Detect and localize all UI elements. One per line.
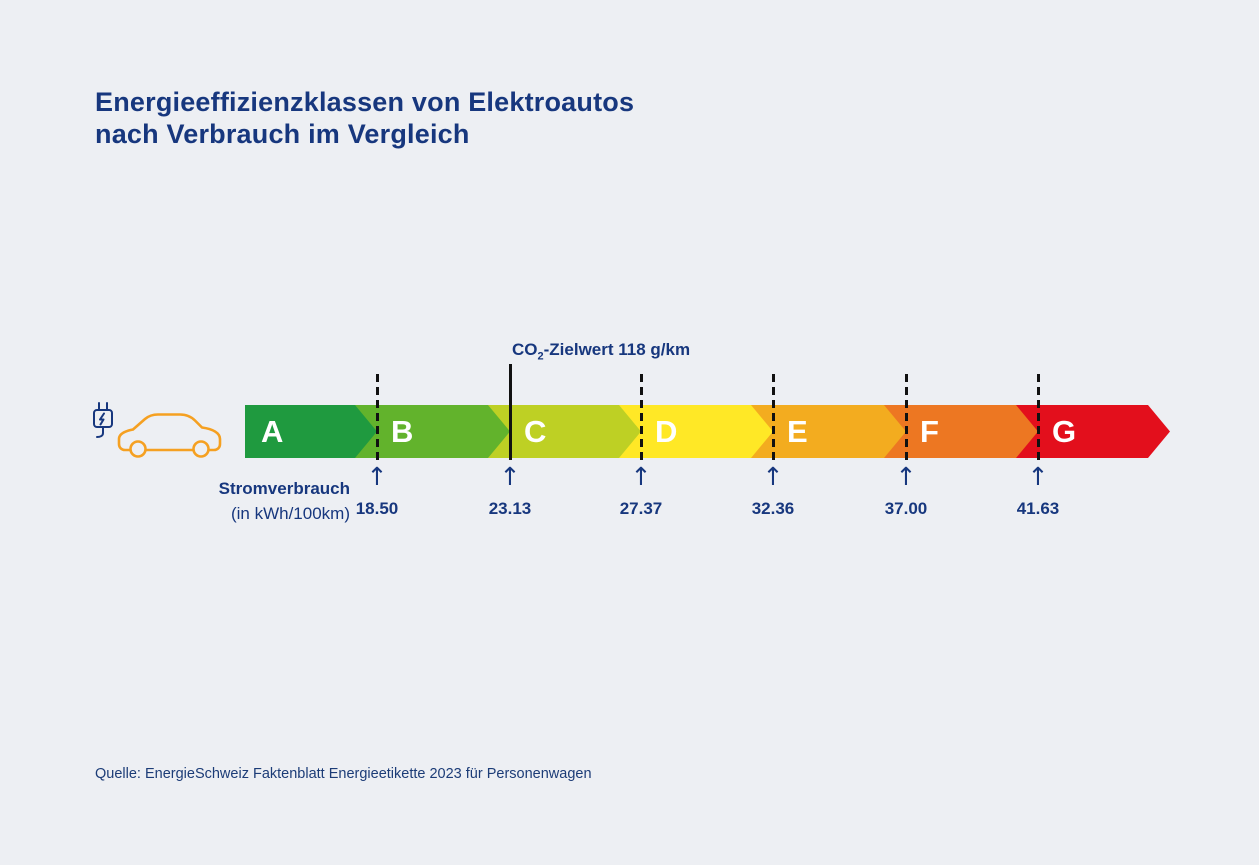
class-letter-d: D	[655, 414, 678, 449]
threshold-value-5: 37.00	[884, 499, 928, 518]
class-letter-e: E	[787, 414, 808, 449]
energy-class-arrow-a: A	[245, 405, 377, 458]
energy-class-arrow-d: D	[619, 405, 773, 458]
energy-class-arrow-e: E	[751, 405, 906, 458]
page-title: Energieeffizienzklassen von Elektroautos…	[95, 86, 634, 150]
class-letter-g: G	[1052, 414, 1077, 449]
up-arrow-icon: ↑	[762, 462, 784, 491]
vehicle-icons	[93, 402, 222, 458]
energy-class-arrow-g: G	[1016, 405, 1170, 458]
up-arrow-icon: ↑	[895, 462, 917, 491]
energy-class-arrow-b: B	[355, 405, 510, 458]
class-letter-b: B	[391, 414, 414, 449]
energy-class-arrow-f: F	[884, 405, 1038, 458]
up-arrow-icon: ↑	[630, 462, 652, 491]
class-letter-f: F	[920, 414, 939, 449]
energy-class-arrow-c: C	[488, 405, 641, 458]
class-letter-a: A	[261, 414, 284, 449]
boundary-line-f-g	[1037, 374, 1040, 460]
up-arrow-icon: ↑	[1027, 462, 1049, 491]
x-axis-label: Stromverbrauch (in kWh/100km)	[160, 476, 350, 526]
boundary-line-e-f	[905, 374, 908, 460]
plug-icon	[93, 402, 113, 438]
source-caption: Quelle: EnergieSchweiz Faktenblatt Energ…	[95, 766, 592, 782]
class-letter-c: C	[524, 414, 547, 449]
boundary-line-b-c-co2-target	[509, 364, 512, 460]
up-arrow-icon: ↑	[499, 462, 521, 491]
up-arrow-icon: ↑	[366, 462, 388, 491]
boundary-line-a-b	[376, 374, 379, 460]
title-line-1: Energieeffizienzklassen von Elektroautos	[95, 87, 635, 117]
boundary-line-d-e	[772, 374, 775, 460]
threshold-value-6: 41.63	[1016, 499, 1060, 518]
car-icon	[117, 413, 222, 458]
x-axis-label-line-1: Stromverbrauch	[218, 479, 350, 498]
co2-target-annotation: CO2-Zielwert 118 g/km	[512, 340, 690, 362]
threshold-value-2: 23.13	[488, 499, 532, 518]
title-line-2: nach Verbrauch im Vergleich	[95, 119, 470, 149]
co2-annotation-suffix: -Zielwert 118 g/km	[543, 340, 691, 359]
co2-annotation-subscript: 2	[537, 350, 544, 363]
boundary-line-c-d	[640, 374, 643, 460]
threshold-value-3: 27.37	[619, 499, 663, 518]
threshold-value-1: 18.50	[355, 499, 399, 518]
threshold-value-4: 32.36	[751, 499, 795, 518]
x-axis-label-line-2: (in kWh/100km)	[230, 504, 350, 523]
co2-annotation-prefix: CO	[512, 340, 538, 359]
